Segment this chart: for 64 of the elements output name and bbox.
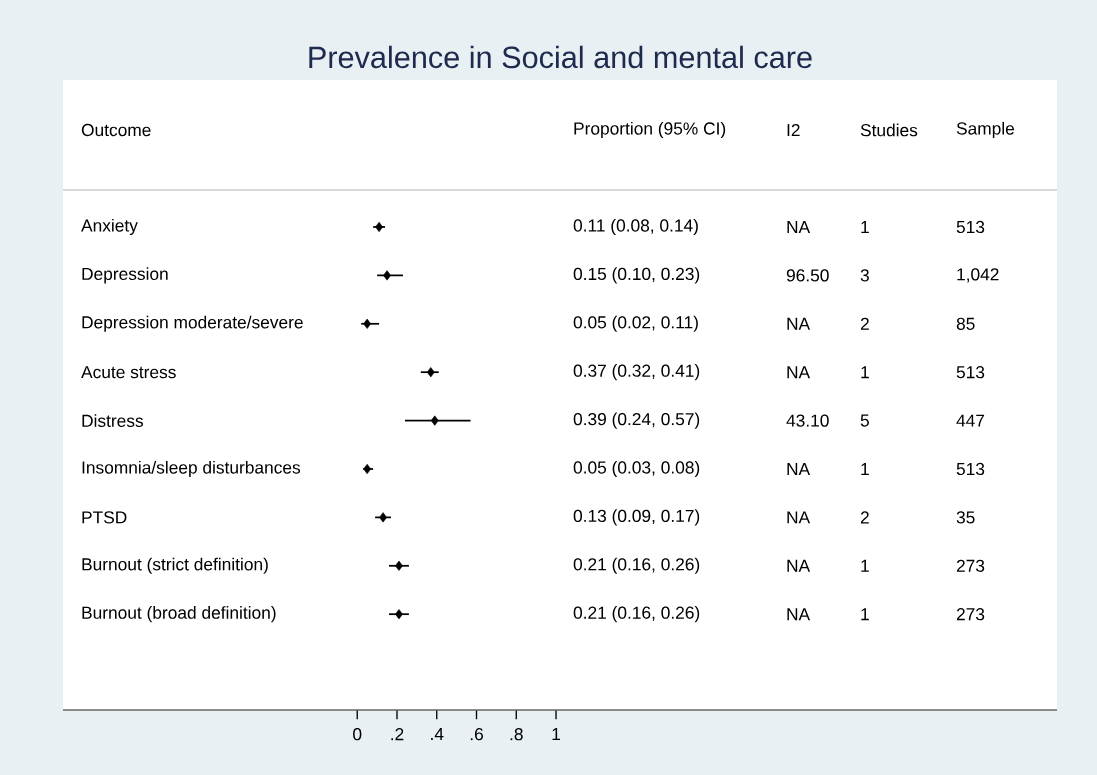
y-tick-label: Anxiety <box>81 218 138 236</box>
annotation: 1 <box>861 221 869 233</box>
point <box>430 415 439 426</box>
point <box>379 512 387 523</box>
annotation: 513 <box>956 366 985 379</box>
x-tick-label: 1 <box>552 728 561 740</box>
y-tick-label: Depression moderate/severe <box>82 315 303 332</box>
annotation: 0.39 (0.24, 0.57) <box>573 412 700 429</box>
x-tick-label: .4 <box>431 728 444 740</box>
point <box>395 560 403 571</box>
annotation: 0.37 (0.32, 0.41) <box>573 364 700 381</box>
point <box>395 609 403 620</box>
annotation: 1 <box>861 463 869 475</box>
point <box>426 367 435 378</box>
annotation: 43.10 <box>786 414 829 427</box>
annotation: 0.13 (0.09, 0.17) <box>573 509 700 526</box>
y-tick-label: Burnout (strict definition) <box>82 557 268 574</box>
annotation: 0.11 (0.08, 0.14) <box>573 218 698 236</box>
y-tick-label: PTSD <box>82 511 127 524</box>
annotation: 273 <box>956 608 985 621</box>
annotation: 447 <box>956 414 985 427</box>
text: Sample <box>956 121 1015 139</box>
y-tick-label: Distress <box>82 414 144 427</box>
annotation: NA <box>787 608 811 621</box>
annotation: 273 <box>956 559 985 572</box>
x-tick-label: .2 <box>391 728 404 741</box>
annotation: NA <box>787 559 811 572</box>
annotation: 1 <box>861 608 869 621</box>
y-tick-label: Insomnia/sleep disturbances <box>82 460 301 478</box>
chart-title: Prevalence in Social and mental care <box>309 45 812 69</box>
x-tick-label: .6 <box>470 728 483 741</box>
annotation: 513 <box>956 220 985 234</box>
annotation: 1 <box>861 559 869 572</box>
annotation: 0.05 (0.03, 0.08) <box>573 460 700 478</box>
annotation: 0.05 (0.02, 0.11) <box>573 315 698 332</box>
annotation: 2 <box>860 511 869 524</box>
annotation: 5 <box>860 414 869 427</box>
annotation: 35 <box>956 511 975 524</box>
annotation: 0.15 (0.10, 0.23) <box>573 267 700 284</box>
annotation: 96.50 <box>786 269 829 282</box>
text: I2 <box>787 123 800 137</box>
y-tick-label: Acute stress <box>81 366 176 379</box>
annotation: 0.21 (0.16, 0.26) <box>573 606 700 623</box>
annotation: NA <box>787 221 811 233</box>
x-tick-label: 0 <box>353 728 362 741</box>
annotation: 513 <box>956 462 985 476</box>
point <box>363 463 372 475</box>
annotation: NA <box>787 511 811 524</box>
text: Proportion (95% CI) <box>574 121 726 139</box>
annotation: NA <box>787 366 811 379</box>
point <box>383 270 391 281</box>
y-tick-label: Depression <box>82 267 168 284</box>
annotation: 1,042 <box>957 268 999 283</box>
annotation: 1 <box>861 366 869 379</box>
annotation: NA <box>787 463 811 475</box>
annotation: 3 <box>860 269 869 282</box>
x-tick-label: .8 <box>510 728 523 741</box>
annotation: NA <box>787 317 811 330</box>
annotation: 2 <box>860 317 869 330</box>
annotation: 0.21 (0.16, 0.26) <box>573 557 700 574</box>
y-tick-label: Burnout (broad definition) <box>82 606 276 623</box>
y-axis-title: Outcome <box>81 123 151 137</box>
text: Studies <box>860 123 918 137</box>
annotation: 85 <box>956 317 975 330</box>
